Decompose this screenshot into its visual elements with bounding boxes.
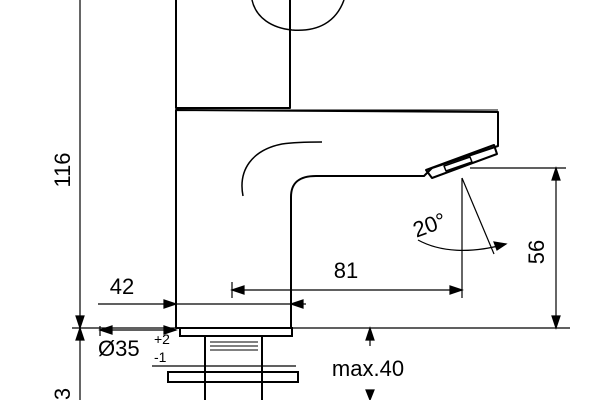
dim-deck-thickness [365, 326, 375, 400]
dim-hole-tol-upper: +2 [154, 331, 170, 347]
dim-spout-height [470, 166, 566, 330]
dim-hole-diameter-label: Ø35 [98, 336, 140, 361]
dim-total-height-label: 116 [50, 152, 75, 187]
dim-spout-reach [230, 178, 464, 298]
dim-tail-label: 3 [50, 388, 75, 400]
dim-spout-reach-label: 81 [334, 258, 358, 283]
faucet-body [175, 109, 499, 329]
dim-body-depth-label: 42 [110, 274, 134, 299]
dim-hole-diameter [98, 325, 296, 367]
dim-total-height [75, 0, 85, 330]
dim-flow-angle [417, 177, 508, 255]
dim-spout-height-label: 56 [524, 240, 549, 264]
aerator-inner [443, 156, 473, 172]
base-collar [179, 327, 293, 337]
fixing-plate [167, 371, 299, 383]
dim-deck-thickness-label: max.40 [332, 356, 404, 381]
faucet-outline [175, 0, 499, 329]
dim-flow-angle-label: 20° [410, 208, 450, 243]
body-sweep-curve [241, 141, 323, 197]
dim-tail [75, 326, 85, 400]
lever-handle [175, 0, 291, 109]
aerator [425, 144, 498, 179]
dim-body-depth [98, 299, 306, 309]
lever-handle-detail [251, 0, 345, 31]
dim-hole-tol-lower: -1 [154, 349, 167, 365]
tailpiece [167, 327, 299, 400]
